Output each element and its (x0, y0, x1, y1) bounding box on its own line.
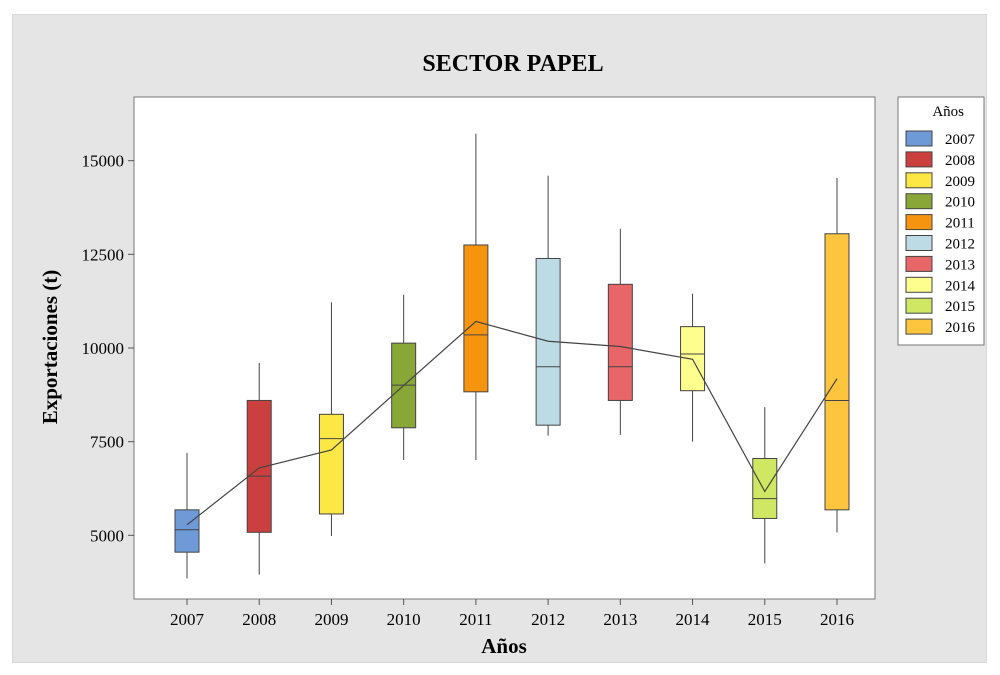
x-tick-label: 2013 (603, 610, 637, 629)
y-tick-label: 12500 (82, 245, 125, 264)
y-axis-label: Exportaciones (t) (38, 270, 62, 425)
box-body (174, 509, 200, 553)
y-tick-label: 5000 (90, 526, 124, 545)
legend-swatch (905, 297, 933, 314)
x-tick-label: 2011 (459, 610, 492, 629)
x-axis: 2007 2008 2009 2010 2011 2012 2013 2014 2015 2016 (170, 599, 854, 629)
legend-item-2011: 2011 (905, 214, 975, 232)
x-tick-label: 2007 (170, 610, 205, 629)
legend-label: 2007 (945, 132, 976, 148)
box-body (318, 413, 344, 515)
legend-item-2014: 2014 (905, 276, 976, 294)
legend: Años 2007 2008 2009 2010 2011 2012 2013 2014 201… (897, 96, 985, 346)
legend-item-2012: 2012 (905, 235, 975, 253)
chart-title: SECTOR PAPEL (422, 51, 603, 77)
y-tick-label: 10000 (82, 339, 125, 358)
legend-swatch (905, 172, 933, 189)
chart-frame: SECTOR PAPEL 5000 7500 10000 12500 15000 200… (12, 14, 987, 663)
x-tick-label: 2010 (387, 610, 421, 629)
box-2015 (752, 407, 778, 564)
legend-item-2009: 2009 (905, 172, 975, 190)
legend-swatch (905, 214, 933, 231)
legend-item-2016: 2016 (905, 318, 976, 336)
legend-swatch (905, 276, 933, 293)
box-body (824, 233, 850, 511)
legend-title: Años (932, 104, 964, 120)
x-tick-label: 2014 (676, 610, 711, 629)
x-tick-label: 2009 (314, 610, 348, 629)
legend-item-2007: 2007 (905, 130, 976, 148)
x-tick-label: 2012 (531, 610, 565, 629)
box-body (607, 283, 633, 401)
legend-label: 2009 (945, 174, 975, 190)
legend-label: 2008 (945, 153, 975, 169)
legend-swatch (905, 255, 933, 272)
legend-item-2013: 2013 (905, 255, 975, 273)
x-axis-label: Años (481, 634, 527, 658)
mean-connect-line (186, 320, 838, 526)
box-2007 (174, 452, 200, 579)
box-2009 (318, 302, 344, 537)
x-tick-label: 2008 (242, 610, 276, 629)
y-tick-label: 7500 (90, 433, 124, 452)
y-axis: 5000 7500 10000 12500 15000 (82, 152, 134, 545)
x-tick-label: 2015 (748, 610, 782, 629)
legend-items: 2007 2008 2009 2010 2011 2012 2013 2014 2015 2016 (905, 130, 976, 336)
boxes (174, 133, 850, 579)
legend-label: 2015 (945, 299, 975, 315)
x-tick-label: 2016 (820, 610, 854, 629)
legend-label: 2011 (945, 216, 974, 232)
legend-label: 2016 (945, 320, 976, 336)
legend-label: 2014 (945, 278, 976, 294)
legend-swatch (905, 235, 933, 251)
legend-label: 2010 (945, 195, 975, 211)
box-2013 (607, 228, 633, 435)
box-2016 (824, 177, 850, 533)
legend-swatch (905, 193, 933, 210)
plot-area (133, 96, 876, 600)
legend-swatch (905, 151, 933, 168)
legend-label: 2012 (945, 237, 975, 253)
legend-label: 2013 (945, 257, 975, 273)
legend-item-2008: 2008 (905, 151, 975, 169)
box-plot-chart: SECTOR PAPEL 5000 7500 10000 12500 15000 200… (38, 51, 985, 658)
legend-item-2010: 2010 (905, 193, 975, 211)
y-tick-label: 15000 (82, 152, 125, 171)
legend-swatch (905, 318, 933, 335)
legend-swatch (905, 130, 933, 147)
box-body (463, 244, 489, 393)
box-body (752, 458, 778, 519)
legend-item-2015: 2015 (905, 297, 975, 315)
box-2011 (463, 133, 489, 461)
box-2010 (391, 294, 417, 461)
